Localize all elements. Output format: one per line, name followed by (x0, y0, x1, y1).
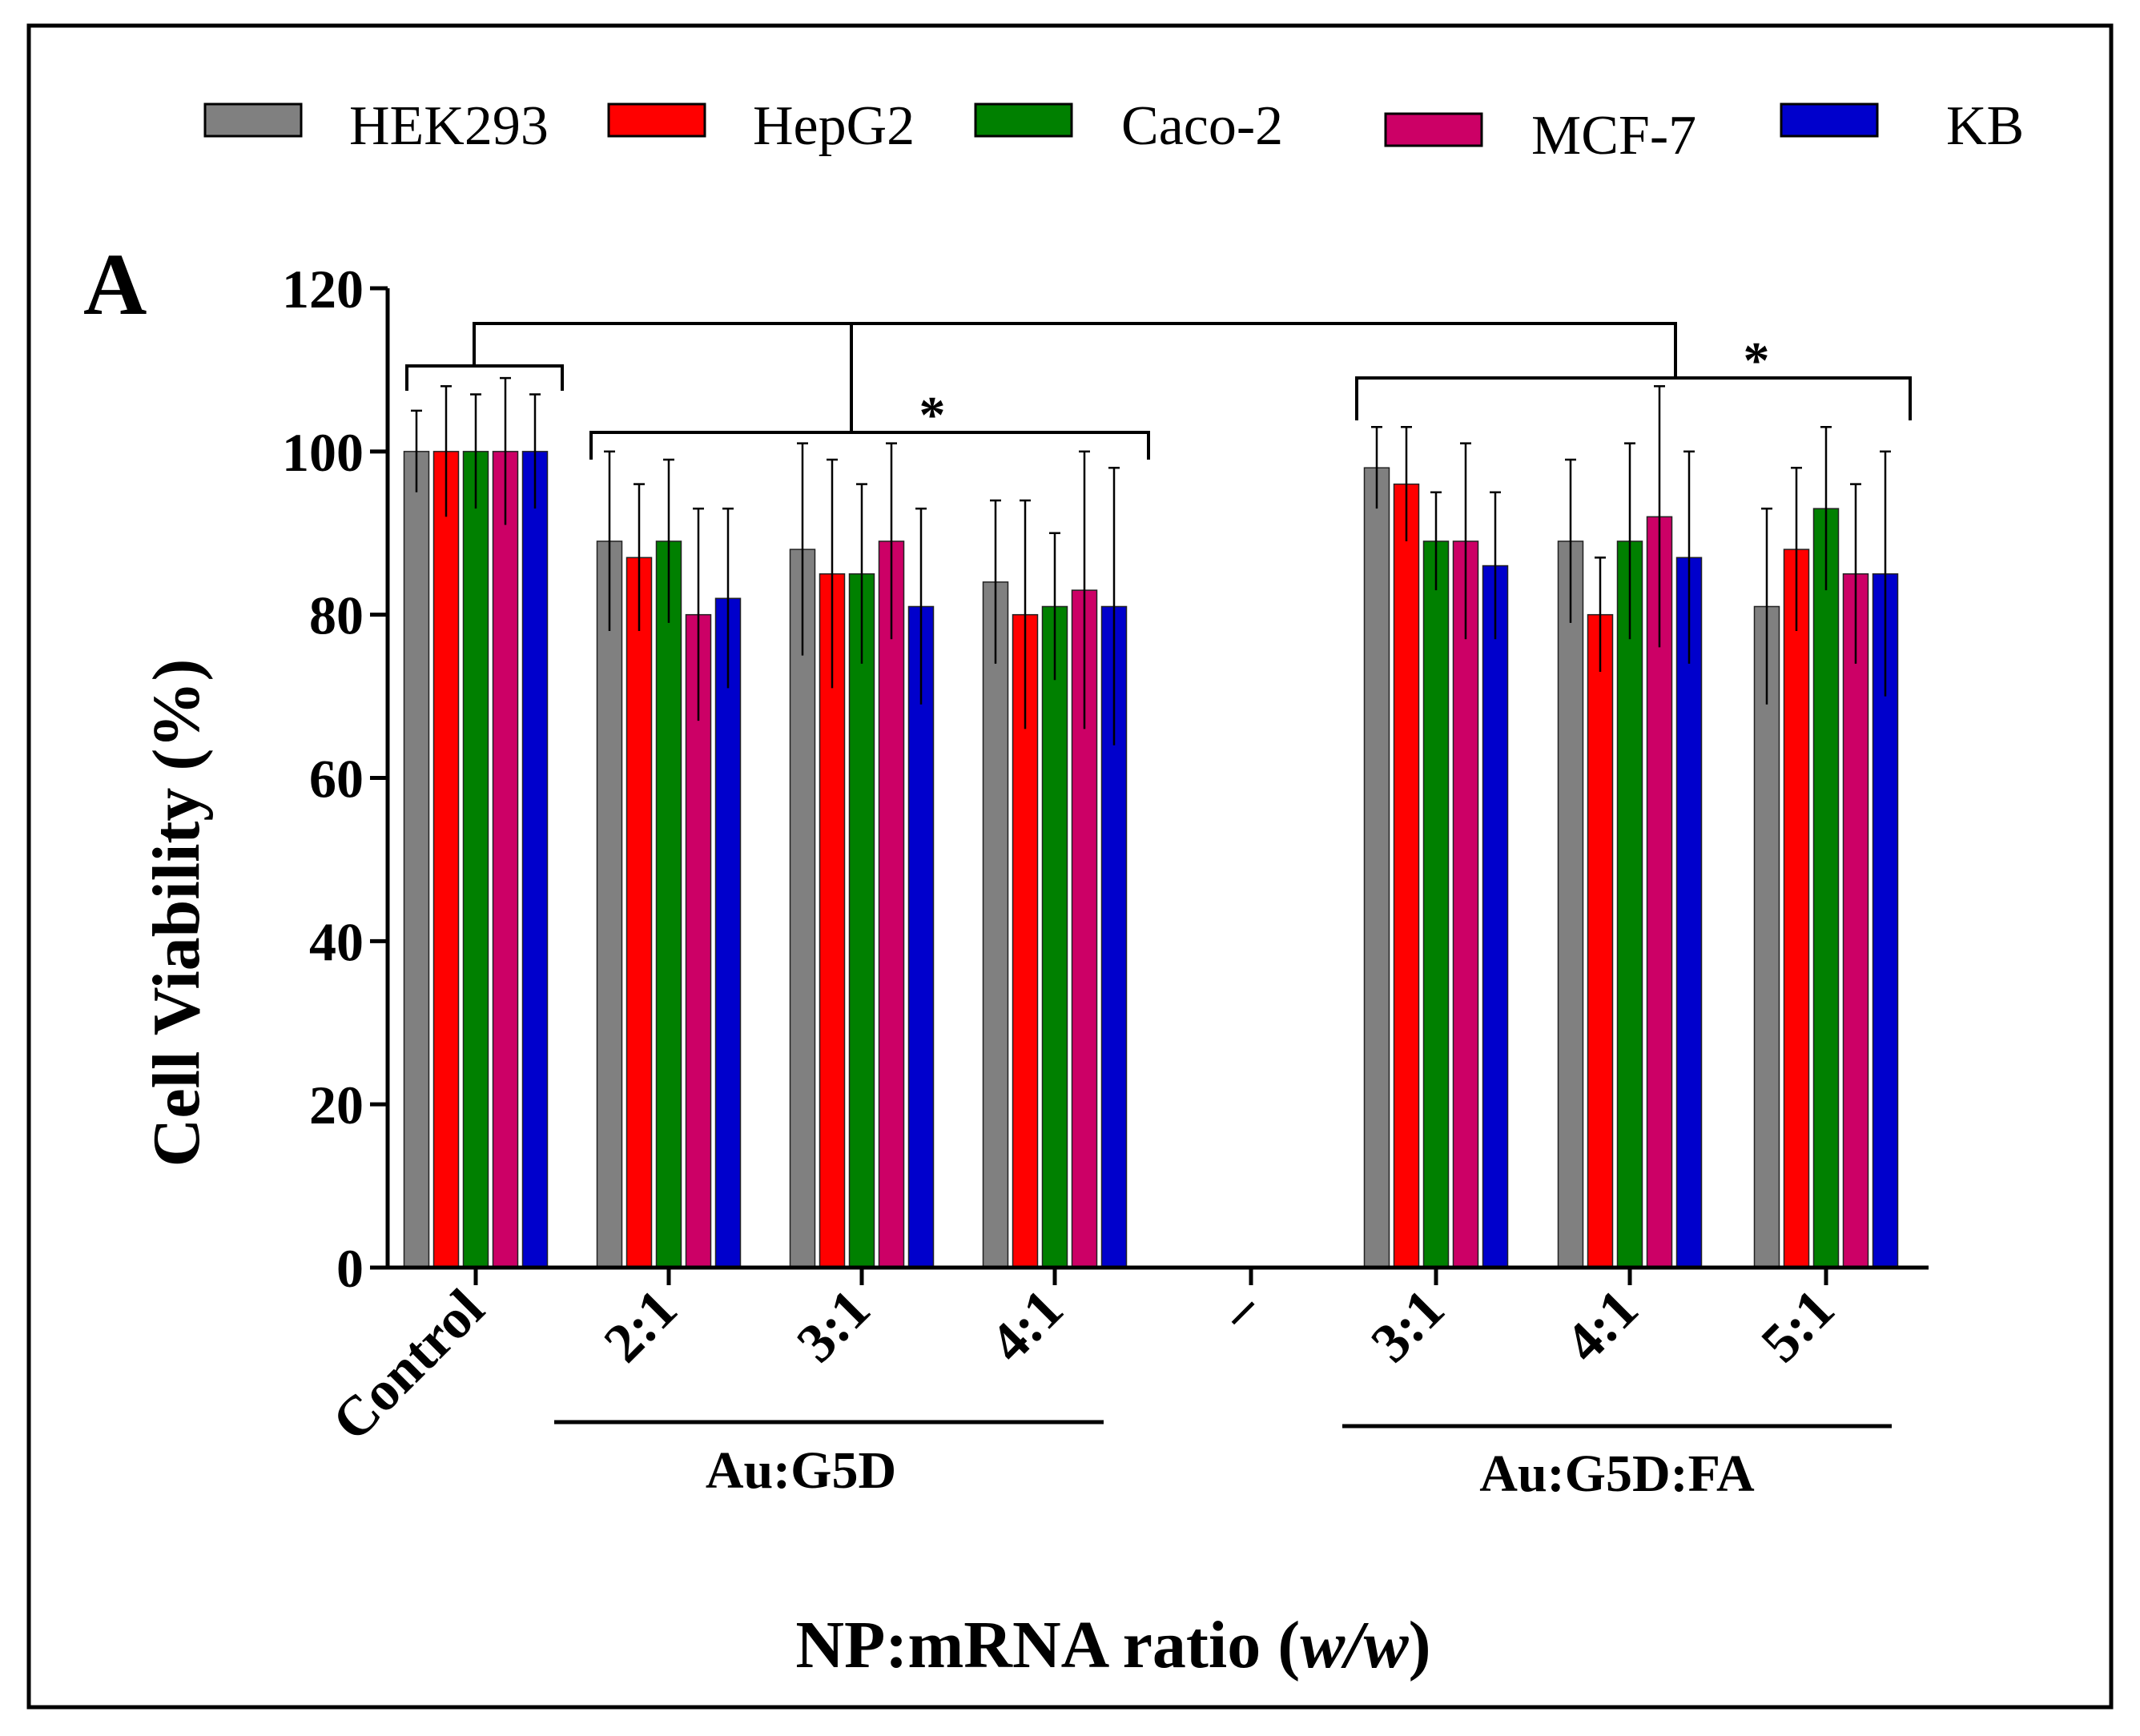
legend-swatch-hek293 (203, 102, 303, 138)
y-tick-label: 80 (309, 585, 364, 646)
x-axis-title: NP:mRNA ratio (w/w) (795, 1608, 1430, 1682)
bar (982, 581, 1009, 1268)
y-axis-title: Cell Viability (%) (139, 659, 214, 1167)
bar (655, 540, 682, 1268)
legend-swatch-mcf-7 (1384, 112, 1483, 147)
bar (432, 451, 460, 1268)
group-label: Au:G5D (706, 1441, 896, 1500)
bar (492, 451, 519, 1268)
bar (1363, 467, 1390, 1268)
legend-label-kb: KB (1946, 95, 2024, 157)
bar (907, 605, 935, 1268)
bar (848, 573, 875, 1268)
legend-swatch-kb (1780, 102, 1879, 138)
legend-label-hek293: HEK293 (349, 95, 549, 157)
y-tick-label: 40 (309, 911, 364, 972)
bar (521, 451, 549, 1268)
legend-label-caco-2: Caco-2 (1121, 95, 1283, 157)
control-bracket (405, 364, 564, 391)
y-tick-label: 20 (309, 1075, 364, 1135)
bar (596, 540, 623, 1268)
legend-label-mcf-7: MCF-7 (1531, 105, 1696, 167)
x-axis-title-main: NP:mRNA ratio ( (795, 1608, 1300, 1682)
legend-label-hepg2: HepG2 (753, 95, 915, 157)
au-g5d-bracket (589, 431, 1150, 460)
bar (1753, 605, 1780, 1268)
bar (878, 540, 905, 1268)
group-label: Au:G5D:FA (1479, 1445, 1755, 1503)
bar (1616, 540, 1643, 1268)
significance-star: * (1744, 332, 1770, 390)
bar (403, 451, 430, 1268)
bar (1587, 613, 1614, 1268)
bar (1783, 549, 1810, 1268)
bar (1675, 557, 1703, 1268)
bar (1557, 540, 1584, 1268)
y-tick-label: 60 (309, 749, 364, 810)
bar (1041, 605, 1068, 1268)
bar (1482, 565, 1509, 1268)
panel-label: A (83, 235, 147, 333)
bar (1842, 573, 1869, 1268)
y-tick-label: 120 (282, 259, 364, 319)
bar (1812, 508, 1840, 1268)
x-axis-title-close: ) (1409, 1608, 1431, 1682)
bar (1393, 483, 1420, 1268)
y-tick-label: 100 (282, 422, 364, 483)
bar (789, 549, 816, 1268)
bar (462, 451, 489, 1268)
y-tick-label: 0 (336, 1238, 364, 1299)
bar (626, 557, 653, 1268)
legend-swatch-hepg2 (607, 102, 706, 138)
significance-star: * (919, 386, 946, 444)
au-g5d-fa-bracket (1355, 376, 1912, 420)
legend-swatch-caco-2 (974, 102, 1073, 138)
bar (1422, 540, 1450, 1268)
bar (714, 597, 742, 1268)
legend: HEK293 HepG2 Caco-2 MCF-7 KB (203, 95, 2024, 167)
bar (1452, 540, 1479, 1268)
x-axis-title-italic: w/w (1300, 1608, 1409, 1682)
